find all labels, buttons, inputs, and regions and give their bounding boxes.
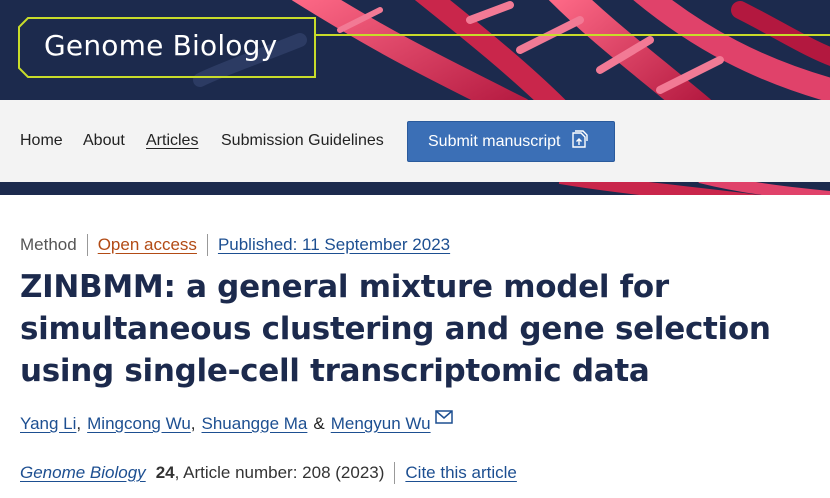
journal-logo[interactable]: Genome Biology bbox=[18, 17, 316, 78]
author-link[interactable]: Mingcong Wu bbox=[87, 414, 191, 433]
author-link[interactable]: Yang Li bbox=[20, 414, 77, 433]
article-number: , Article number: 208 (2023) bbox=[174, 463, 385, 482]
journal-name: Genome Biology bbox=[44, 29, 278, 62]
logo-frame bbox=[18, 17, 316, 78]
article-type: Method bbox=[20, 235, 77, 254]
citation-line: Genome Biology 24 , Article number: 208 … bbox=[20, 462, 517, 484]
article-meta: Method Open access Published: 11 Septemb… bbox=[20, 234, 450, 256]
mail-icon[interactable] bbox=[434, 409, 453, 429]
published-date-link[interactable]: Published: 11 September 2023 bbox=[217, 235, 451, 254]
author-link[interactable]: Shuangge Ma bbox=[201, 414, 308, 433]
nav-articles[interactable]: Articles bbox=[146, 132, 199, 149]
dna-helix-image bbox=[193, 0, 830, 100]
upload-document-icon bbox=[570, 129, 590, 154]
journal-banner: Genome Biology bbox=[0, 0, 830, 100]
author-conjunction: & bbox=[313, 414, 325, 433]
title-line-3: using single-cell transcriptomic data bbox=[20, 353, 650, 389]
open-access-link[interactable]: Open access bbox=[97, 235, 197, 254]
article-title: ZINBMM: a general mixture model for simu… bbox=[20, 266, 780, 392]
nav-submission-guidelines[interactable]: Submission Guidelines bbox=[221, 132, 384, 149]
journal-link[interactable]: Genome Biology bbox=[20, 463, 146, 482]
submit-manuscript-button[interactable]: Submit manuscript bbox=[407, 121, 615, 162]
submit-manuscript-label: Submit manuscript bbox=[428, 132, 561, 150]
title-line-2: simultaneous clustering and gene selecti… bbox=[20, 311, 771, 347]
main-navigation: Home About Articles Submission Guideline… bbox=[0, 100, 830, 182]
meta-divider bbox=[86, 234, 88, 256]
citation-divider bbox=[394, 462, 396, 484]
title-line-1: ZINBMM: a general mixture model for bbox=[20, 269, 669, 305]
volume-number: 24 bbox=[155, 463, 175, 482]
author-link[interactable]: Mengyun Wu bbox=[330, 414, 431, 433]
cite-this-article-link[interactable]: Cite this article bbox=[405, 463, 517, 482]
meta-divider bbox=[206, 234, 208, 256]
banner-strip bbox=[0, 182, 830, 195]
nav-home[interactable]: Home bbox=[20, 132, 63, 149]
nav-about[interactable]: About bbox=[83, 132, 125, 149]
author-list: Yang Li, Mingcong Wu, Shuangge Ma & Meng… bbox=[20, 410, 453, 434]
